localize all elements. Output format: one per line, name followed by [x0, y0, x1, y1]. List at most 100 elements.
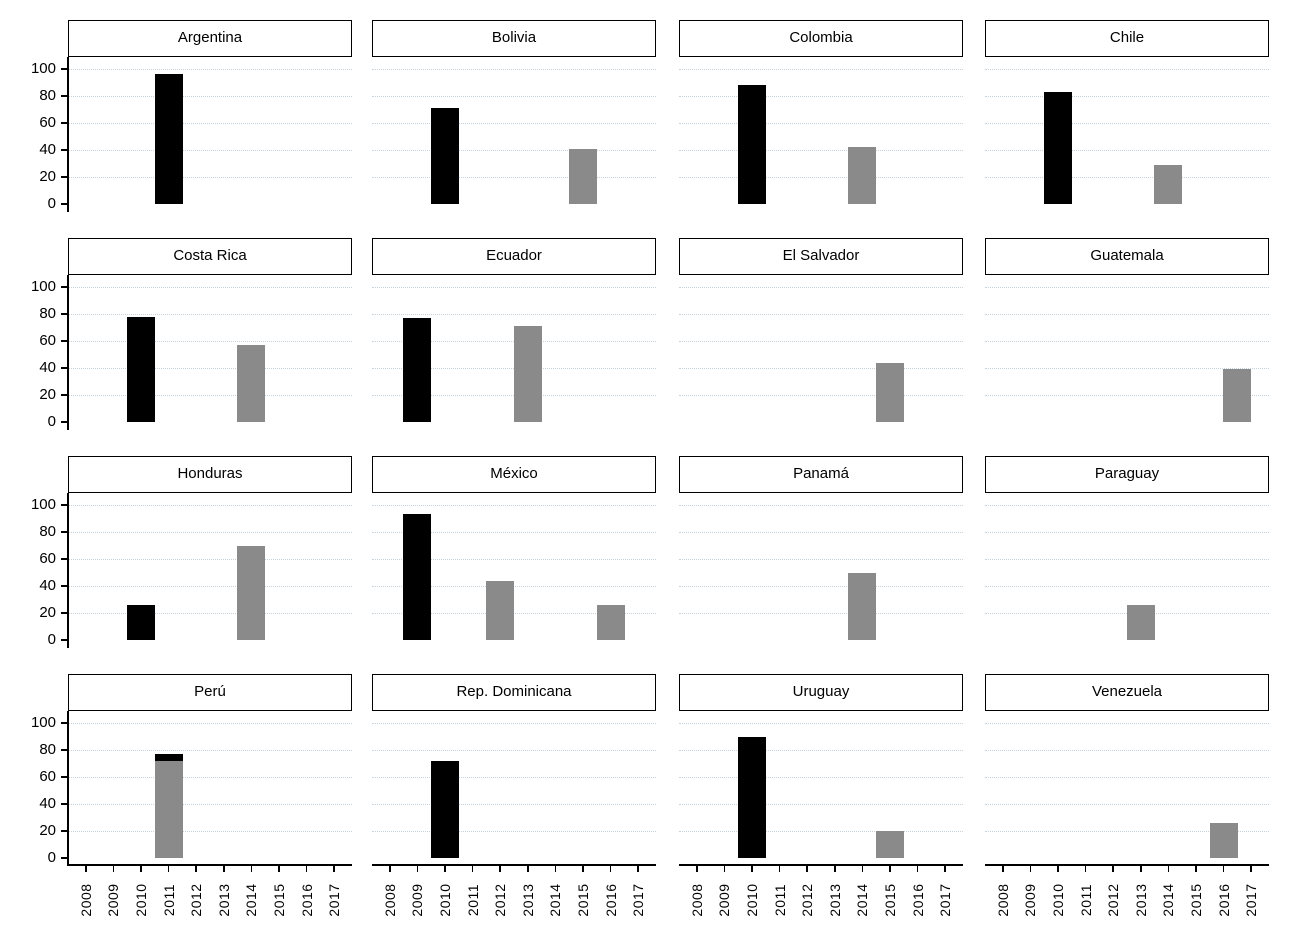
x-axis-tick-label: 2010	[1050, 883, 1067, 917]
gridline	[372, 559, 656, 560]
y-axis-tick	[61, 68, 67, 70]
x-axis-tick	[278, 864, 280, 872]
y-axis-tick	[61, 531, 67, 533]
gridline	[68, 505, 352, 506]
gridline	[679, 586, 963, 587]
gridline	[679, 613, 963, 614]
panel-plot-bolivia	[372, 57, 656, 204]
y-axis-line	[67, 57, 69, 212]
x-axis-tick	[861, 864, 864, 872]
y-axis-tick-label: 40	[39, 795, 56, 812]
x-axis-tick-label: 2014	[243, 883, 260, 917]
x-axis-tick	[916, 864, 919, 872]
gridline	[679, 368, 963, 369]
panel-plot-panama	[679, 493, 963, 640]
x-axis-tick	[1057, 864, 1059, 872]
x-axis-tick	[696, 864, 698, 872]
x-axis-tick	[527, 864, 529, 872]
y-axis-tick	[61, 95, 67, 97]
bar-black	[738, 85, 767, 204]
x-axis-line	[68, 864, 352, 866]
x-axis-tick	[250, 864, 253, 872]
x-axis-tick	[609, 864, 612, 872]
panel-title: Bolivia	[491, 29, 537, 46]
y-axis-tick	[61, 639, 67, 641]
gridline	[679, 287, 963, 288]
y-axis-tick	[61, 176, 67, 178]
bar-black	[1044, 91, 1073, 204]
panel-title: Honduras	[177, 465, 243, 482]
x-axis-tick	[637, 864, 639, 872]
gridline	[679, 395, 963, 396]
bar-black	[403, 318, 432, 422]
panel-plot-rep-dominicana	[372, 711, 656, 858]
y-axis-tick-label: 100	[30, 496, 56, 513]
y-axis-tick	[61, 122, 67, 124]
y-axis-tick-label: 100	[30, 60, 56, 77]
x-axis-tick-label: 2017	[326, 883, 343, 917]
y-axis-tick-label: 80	[39, 87, 56, 104]
panel-plot-costa-rica	[68, 275, 352, 422]
panel-plot-peru	[68, 711, 352, 858]
panel-header-honduras: Honduras	[68, 456, 352, 493]
y-axis-tick-label: 20	[39, 604, 56, 621]
gridline	[985, 177, 1269, 178]
y-axis-tick	[61, 421, 67, 423]
panel-plot-honduras	[68, 493, 352, 640]
panel-header-chile: Chile	[985, 20, 1269, 57]
x-axis-tick-label: 2008	[77, 883, 94, 917]
x-axis-tick-label: 2017	[937, 883, 954, 917]
bar-gray	[237, 345, 266, 422]
gridline	[679, 831, 963, 832]
bar-gray	[1126, 604, 1155, 640]
x-axis-tick-label: 2012	[799, 883, 816, 917]
x-axis-tick-label: 2014	[854, 883, 871, 917]
gridline	[679, 69, 963, 70]
y-axis-tick-label: 60	[39, 768, 56, 785]
x-axis-tick-label: 2017	[630, 883, 647, 917]
panel-header-colombia: Colombia	[679, 20, 963, 57]
x-axis-tick	[1084, 864, 1087, 872]
gridline	[68, 150, 352, 151]
gridline	[985, 559, 1269, 560]
x-axis-tick	[1195, 864, 1197, 872]
panel-title: Uruguay	[792, 683, 850, 700]
x-axis-tick-label: 2012	[492, 883, 509, 917]
gridline	[679, 750, 963, 751]
gridline	[679, 777, 963, 778]
panel-header-rep-dominicana: Rep. Dominicana	[372, 674, 656, 711]
y-axis-tick	[61, 367, 67, 369]
x-axis-tick-label: 2013	[519, 883, 536, 917]
panel-title: Guatemala	[1090, 247, 1164, 264]
panel-header-uruguay: Uruguay	[679, 674, 963, 711]
y-axis-tick	[61, 749, 67, 751]
gridline	[68, 723, 352, 724]
x-axis-tick-label: 2012	[1105, 883, 1122, 917]
panel-title: Perú	[194, 683, 226, 700]
gridline	[679, 341, 963, 342]
gridline	[372, 532, 656, 533]
y-axis-tick-label: 0	[47, 631, 56, 648]
gridline	[68, 750, 352, 751]
panel-title: Venezuela	[1091, 683, 1163, 700]
x-axis-tick-label: 2014	[547, 883, 564, 917]
gridline	[372, 123, 656, 124]
x-axis-tick	[778, 864, 781, 872]
x-axis-tick-label: 2011	[464, 883, 481, 917]
x-axis-tick	[1250, 864, 1252, 872]
x-axis-tick-label: 2009	[716, 883, 733, 917]
y-axis-tick-label: 0	[47, 413, 56, 430]
x-axis-tick	[444, 864, 446, 872]
panel-header-peru: Perú	[68, 674, 352, 711]
gridline	[372, 177, 656, 178]
y-axis-line	[67, 493, 69, 648]
gridline	[985, 96, 1269, 97]
panel-plot-chile	[985, 57, 1269, 204]
y-axis-tick-label: 80	[39, 741, 56, 758]
x-axis-tick	[1222, 864, 1225, 872]
x-axis-tick-label: 2015	[1187, 883, 1204, 917]
gridline	[679, 96, 963, 97]
x-axis-tick	[806, 864, 808, 872]
y-axis-tick-label: 60	[39, 550, 56, 567]
